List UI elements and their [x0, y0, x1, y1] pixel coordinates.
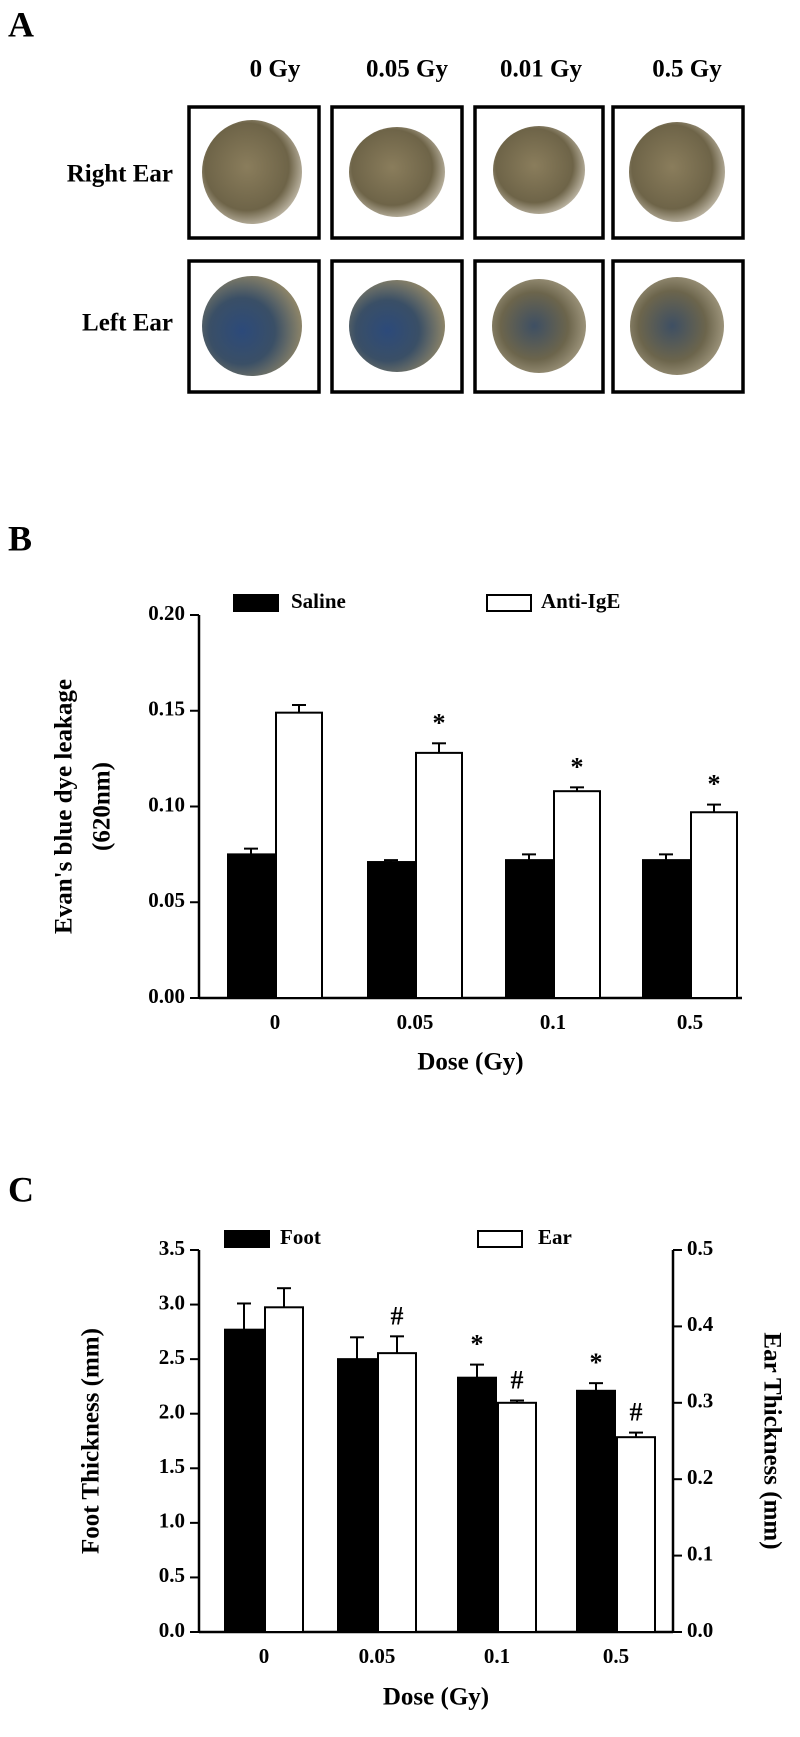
ear-photo	[202, 276, 302, 376]
bar	[505, 859, 553, 999]
x-tick-label: 0.1	[484, 1644, 510, 1668]
x-axis-title: Dose (Gy)	[383, 1684, 489, 1711]
y-tick-label: 0.05	[148, 888, 185, 912]
y-tick-label: 0.0	[159, 1618, 185, 1642]
ear-photos	[202, 120, 725, 376]
legend-swatch	[477, 1230, 523, 1248]
x-tick-label: 0	[270, 1010, 281, 1034]
bar	[616, 1436, 656, 1634]
y2-tick-label: 0.1	[687, 1541, 713, 1565]
ear-photo	[202, 120, 302, 224]
bar	[642, 859, 690, 999]
panel-label: B	[8, 518, 32, 558]
significance-mark: #	[511, 1365, 524, 1394]
bar	[457, 1376, 497, 1633]
x-axis-title: Dose (Gy)	[417, 1049, 523, 1076]
significance-mark: *	[471, 1330, 484, 1359]
legend-swatch	[224, 1230, 270, 1248]
y2-tick-label: 0.0	[687, 1618, 713, 1642]
x-tick-label: 0.05	[397, 1010, 434, 1034]
bar	[367, 861, 415, 999]
row-label: Left Ear	[82, 310, 173, 337]
panel-label: C	[8, 1169, 34, 1209]
ear-photo	[630, 277, 724, 375]
significance-mark: *	[571, 752, 584, 781]
column-label: 0 Gy	[250, 56, 301, 83]
y-tick-label: 0.20	[148, 601, 185, 625]
y-tick-label: 3.0	[159, 1290, 185, 1314]
bar	[497, 1401, 537, 1634]
significance-mark: *	[708, 770, 721, 799]
ear-photo	[629, 122, 725, 222]
x-tick-label: 0.05	[359, 1644, 396, 1668]
y2-tick-label: 0.4	[687, 1312, 714, 1336]
legend-label: Saline	[291, 589, 346, 613]
y2-tick-label: 0.5	[687, 1236, 713, 1260]
y2-tick-label: 0.2	[687, 1465, 713, 1489]
significance-mark: #	[391, 1301, 404, 1330]
bar	[576, 1389, 616, 1634]
y-tick-label: 1.0	[159, 1509, 185, 1533]
y-tick-label: 0.10	[148, 792, 185, 816]
significance-mark: *	[590, 1348, 603, 1377]
legend-swatch	[233, 594, 279, 612]
y-axis-title: (620nm)	[89, 762, 116, 851]
y-axis-title: Foot Thickness (mm)	[78, 1328, 105, 1554]
bar	[227, 853, 275, 999]
significance-mark: *	[433, 708, 446, 737]
ear-photo	[349, 127, 445, 217]
bar	[415, 751, 463, 999]
bar	[224, 1328, 264, 1634]
y2-axis-title: Ear Thickness (mm)	[758, 1332, 785, 1549]
x-tick-label: 0.1	[540, 1010, 566, 1034]
x-tick-label: 0	[259, 1644, 270, 1668]
y-axis-title: Evan's blue dye leakage	[51, 679, 78, 934]
column-label: 0.05 Gy	[366, 56, 448, 83]
panel-label: A	[8, 4, 34, 44]
row-label: Right Ear	[67, 161, 173, 188]
y-tick-label: 2.5	[159, 1345, 185, 1369]
x-tick-label: 0.5	[677, 1010, 703, 1034]
bar	[690, 811, 738, 999]
y-tick-label: 1.5	[159, 1454, 185, 1478]
legend-label: Anti-IgE	[541, 589, 620, 613]
legend-label: Foot	[280, 1225, 321, 1249]
legend-label: Ear	[538, 1225, 572, 1249]
y-tick-label: 0.00	[148, 984, 185, 1008]
significance-mark: #	[630, 1398, 643, 1427]
y2-tick-label: 0.3	[687, 1389, 713, 1413]
column-label: 0.5 Gy	[652, 56, 722, 83]
ear-photo	[493, 126, 585, 214]
column-label: 0.01 Gy	[500, 56, 582, 83]
y-tick-label: 2.0	[159, 1400, 185, 1424]
bar	[275, 711, 323, 999]
bar	[264, 1306, 304, 1634]
bar	[553, 790, 601, 999]
y-tick-label: 0.15	[148, 697, 185, 721]
x-tick-label: 0.5	[603, 1644, 629, 1668]
y-tick-label: 0.5	[159, 1563, 185, 1587]
ear-photo	[349, 280, 445, 372]
bar	[377, 1352, 417, 1633]
y-tick-label: 3.5	[159, 1236, 185, 1260]
bar	[337, 1358, 377, 1633]
ear-photo	[492, 279, 586, 373]
legend-swatch	[486, 594, 532, 612]
